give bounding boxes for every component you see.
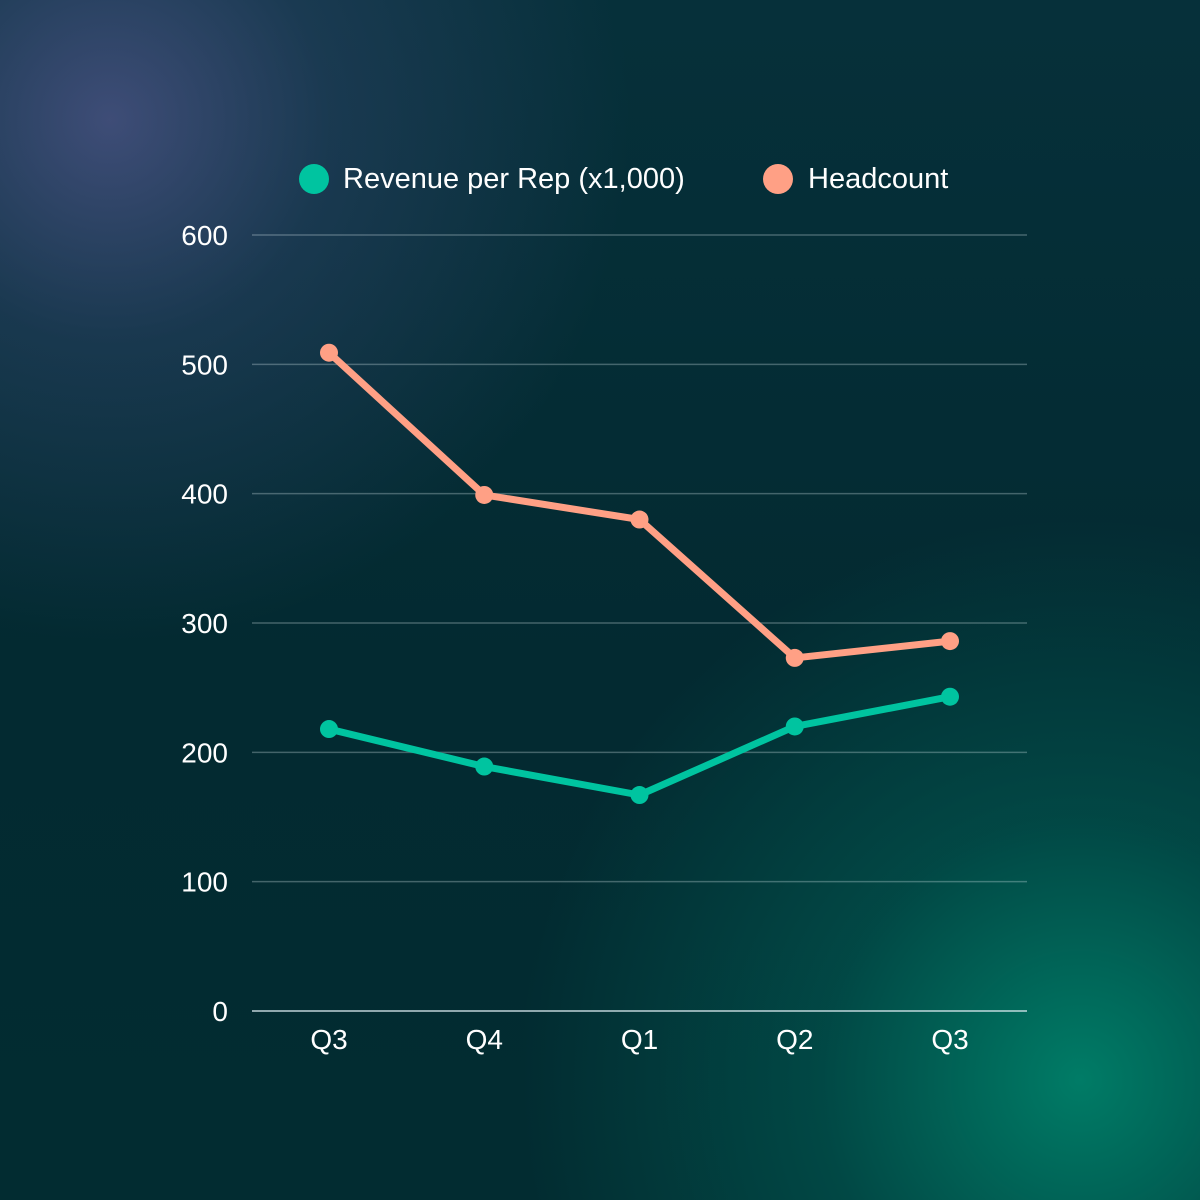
legend-label-revenue: Revenue per Rep (x1,000)	[343, 163, 685, 195]
legend: Revenue per Rep (x1,000) Headcount	[299, 163, 948, 195]
data-point	[941, 632, 959, 651]
series-1	[320, 343, 959, 667]
y-tick-label: 600	[181, 220, 228, 251]
y-tick-label: 500	[181, 349, 228, 380]
data-point	[320, 343, 338, 362]
gridlines	[252, 234, 1027, 1012]
series-line	[325, 693, 954, 799]
data-point	[785, 648, 804, 667]
y-tick-label: 200	[181, 737, 228, 768]
data-point	[941, 687, 959, 706]
y-tick-label: 100	[181, 867, 228, 898]
x-tick-label: Q2	[776, 1024, 813, 1055]
y-tick-label: 400	[181, 479, 228, 510]
data-point	[630, 510, 649, 529]
x-tick-label: Q4	[466, 1024, 503, 1055]
data-point	[785, 717, 804, 736]
series-line	[325, 349, 954, 662]
series-0	[320, 687, 959, 805]
data-point	[320, 720, 338, 739]
x-axis-ticks: Q3 Q4 Q1 Q2 Q3	[310, 1024, 968, 1055]
legend-label-headcount: Headcount	[808, 163, 948, 195]
legend-marker-revenue	[299, 164, 329, 194]
data-point	[475, 485, 494, 504]
y-axis-ticks: 0 100 200 300 400 500 600	[181, 220, 228, 1027]
x-tick-label: Q3	[310, 1024, 347, 1055]
y-tick-label: 0	[212, 996, 228, 1027]
y-tick-label: 300	[181, 608, 228, 639]
data-point	[630, 786, 649, 805]
x-tick-label: Q1	[621, 1024, 658, 1055]
legend-marker-headcount	[763, 164, 793, 194]
data-point	[475, 757, 494, 776]
series-layer	[320, 343, 959, 805]
x-tick-label: Q3	[931, 1024, 968, 1055]
